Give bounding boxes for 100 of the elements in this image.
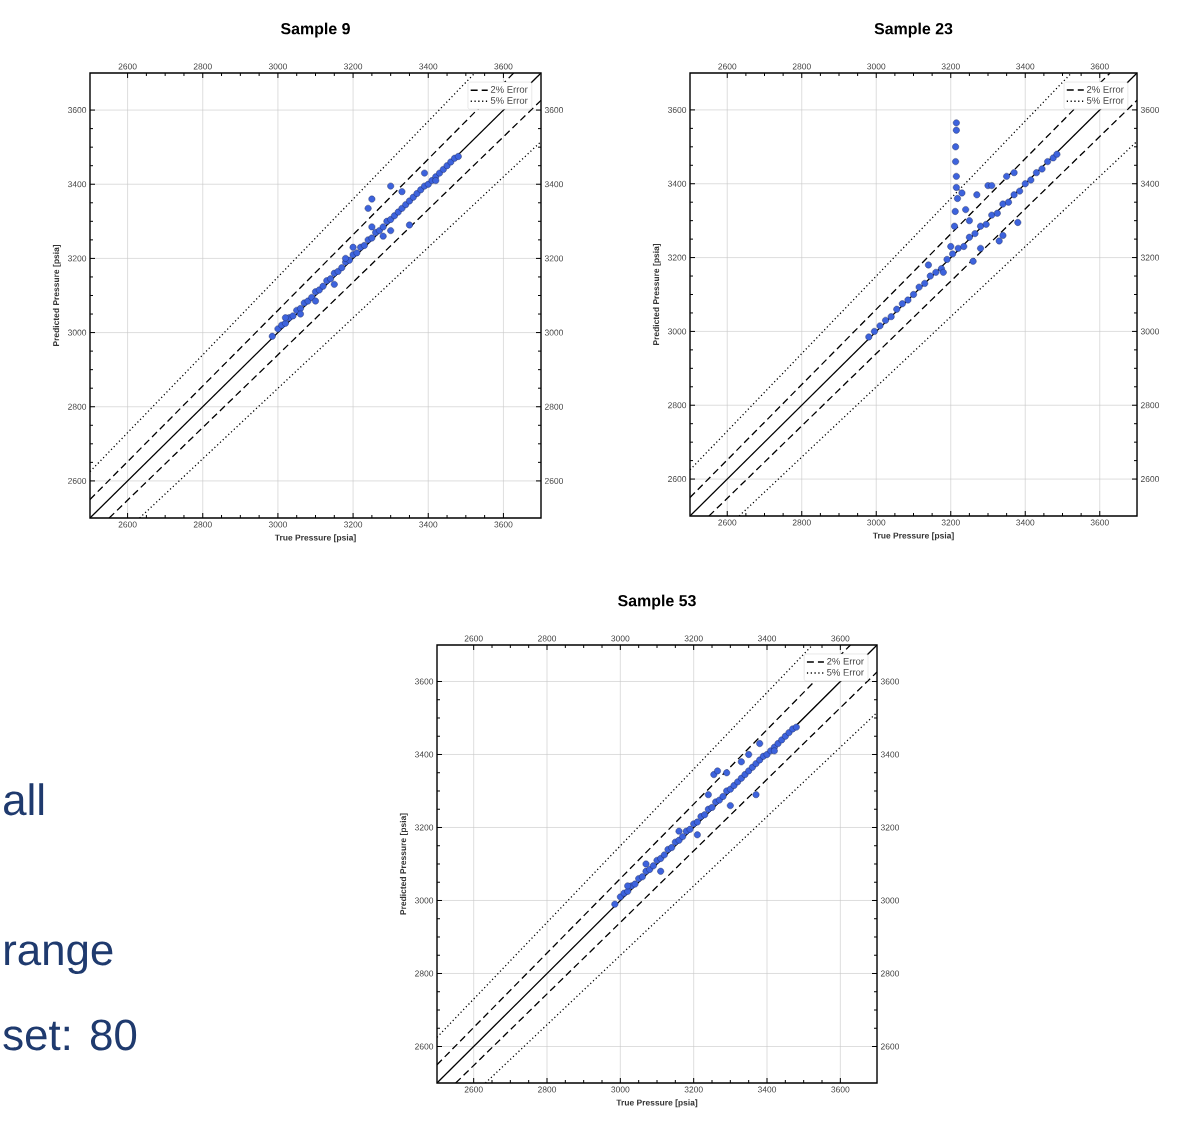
point [962,206,970,213]
y2-tick-label: 3000 [544,329,564,336]
point [1010,169,1018,177]
y2-tick-label: 2600 [1140,476,1160,483]
y2-tick-label: 2800 [880,970,900,977]
point [988,211,996,219]
x-tick-label: 3000 [867,63,886,70]
x-axis-title: True Pressure [psia] [872,532,954,541]
legend-label: 2% Error [1087,86,1124,93]
point [921,280,929,287]
x-tick-label: 2800 [792,63,811,70]
y-tick-label: 2800 [668,402,687,409]
point [1003,172,1011,180]
point [951,222,958,230]
text: all [4,783,44,816]
x-tick-label: 3600 [1090,63,1109,70]
y2-tick-label: 3200 [544,255,564,262]
y-tick-label: 3400 [667,180,687,187]
point [932,268,940,276]
point [965,217,973,225]
chart-title: Sample 53 [618,594,696,610]
point [1038,165,1046,173]
y-axis-title: Predicted Pressure [psia] [52,244,61,346]
point [952,172,960,180]
x-tick-label: 3200 [344,521,363,528]
x-axis-title: True Pressure [psia] [616,1099,698,1108]
y-tick-label: 3200 [414,824,434,831]
point [1005,198,1012,206]
x2-tick-label: 3600 [831,635,850,642]
point [1010,191,1018,199]
y2-tick-label: 3400 [880,751,900,758]
text: range [5,941,113,975]
point [865,333,873,341]
x-tick-label: 3400 [757,1086,777,1093]
y2-tick-label: 3400 [1140,180,1160,187]
point [926,272,934,280]
x2-tick-label: 3000 [611,635,630,642]
y-tick-label: 2600 [415,1043,434,1050]
y2-tick-label: 3000 [1140,328,1160,335]
point [1014,219,1022,226]
point [952,184,960,191]
point [971,230,979,237]
point [947,243,955,250]
point [876,322,884,330]
x2-tick-label: 3200 [684,635,703,642]
point [887,313,895,321]
point [999,232,1007,239]
point [882,316,889,324]
x-tick-label: 2800 [538,1086,557,1093]
point [952,126,960,134]
legend-label: 5% Error [1086,97,1124,104]
y-tick-label: 3600 [414,678,434,685]
y2-tick-label: 3400 [544,181,564,188]
point [1053,150,1061,158]
y-tick-label: 3600 [667,106,687,113]
point [988,182,996,189]
y-axis-title: Predicted Pressure [psia] [399,813,408,915]
y-tick-label: 3000 [667,328,687,335]
point [1021,180,1029,188]
x-tick-label: 3600 [494,521,513,528]
point [898,300,906,308]
legend-label: 5% Error [490,97,528,104]
point [1033,169,1040,177]
point [952,143,959,151]
point [995,237,1003,245]
point [893,305,901,313]
point [982,220,990,228]
legend-label: 2% Error [827,657,864,665]
y-tick-label: 2800 [68,403,87,410]
point [943,256,951,263]
y-tick-label: 3000 [67,329,87,336]
y2-tick-label: 3600 [880,678,900,685]
chart-title: Sample 9 [280,22,350,38]
x-tick-label: 3000 [611,1086,630,1093]
y2-tick-label: 2600 [880,1043,900,1050]
x-tick-label: 2600 [718,63,737,70]
y-tick-label: 3400 [67,181,87,188]
point [1027,176,1035,184]
x-tick-label: 3400 [1016,63,1035,70]
point [910,291,917,298]
y2-tick-label: 2800 [544,403,564,410]
point [951,208,959,215]
y-tick-label: 3000 [414,897,434,904]
x-tick-label: 2600 [118,521,137,528]
chart-title: Sample 23 [874,22,953,38]
y-tick-label: 3400 [414,751,434,758]
point [954,195,961,202]
y2-tick-label: 3600 [544,107,564,114]
x-tick-label: 2600 [464,1086,483,1093]
x-tick-label: 3600 [831,1086,850,1093]
point [1044,158,1052,165]
x2-tick-label: 2800 [538,635,557,642]
point [993,209,1001,217]
y2-tick-label: 3200 [1140,254,1160,261]
y2-tick-label: 3600 [1140,106,1160,113]
x-axis-title: True Pressure [psia] [274,534,356,543]
point [958,189,966,197]
y-tick-label: 2800 [415,970,434,977]
x-tick-label: 3200 [684,1086,703,1093]
point [952,119,960,127]
